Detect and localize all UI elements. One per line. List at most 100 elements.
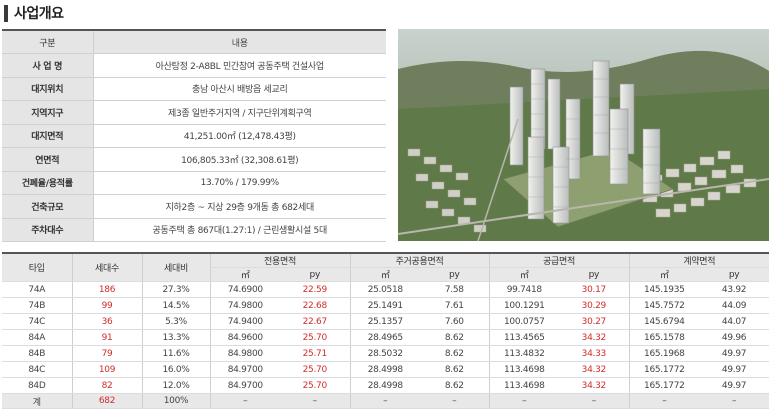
overview-label: 지역지구: [2, 100, 94, 125]
unit-households: 79: [71, 345, 142, 362]
overview-row: 건폐율/용적률 13.70% / 179.99%: [2, 171, 386, 195]
overview-label: 건폐율/용적률: [2, 171, 94, 195]
overview-value: 41,251.00㎡ (12,478.43평): [93, 124, 386, 148]
unit-row: 74A 186 27.3% 74.6900 22.59 25.0518 7.58 99.741…: [2, 281, 770, 298]
unit-households: 82: [71, 377, 142, 394]
common-m2: 28.4998: [349, 361, 421, 378]
subheader-py: py: [699, 267, 770, 282]
exclusive-py: 22.59: [280, 281, 351, 298]
overview-header-value: 내용: [93, 30, 386, 54]
overview-value: 106,805.33㎡ (32,308.61평): [93, 147, 386, 172]
overview-row: 지역지구 제3종 일반주거지역 / 지구단위계획구역: [2, 100, 386, 125]
contract-py: 44.07: [699, 313, 770, 330]
overview-value: 제3종 일반주거지역 / 지구단위계획구역: [93, 100, 386, 125]
section-title: 사업개요: [4, 4, 64, 22]
exclusive-m2: 84.9800: [209, 345, 280, 362]
common-m2: 25.1491: [349, 297, 421, 314]
exclusive-py: 25.70: [280, 329, 351, 346]
overview-value: 13.70% / 179.99%: [93, 171, 386, 195]
total-ratio: 100%: [141, 393, 210, 409]
overview-row: 대지위치 충남 아산시 배방읍 세교리: [2, 77, 386, 101]
apartment-complex-rendering: [398, 29, 769, 241]
common-m2: 25.1357: [349, 313, 421, 330]
contract-m2: 145.1935: [628, 281, 700, 298]
common-py: 7.61: [420, 297, 490, 314]
supply-py: 34.32: [559, 377, 630, 394]
contract-py: 49.97: [699, 377, 770, 394]
page-title: 사업개요: [14, 6, 64, 22]
total-dash: –: [209, 393, 280, 409]
exclusive-m2: 84.9700: [209, 361, 280, 378]
supply-m2: 113.4565: [488, 329, 560, 346]
total-dash: –: [349, 393, 421, 409]
unit-type: 74A: [2, 281, 72, 298]
overview-row: 대지면적 41,251.00㎡ (12,478.43평): [2, 124, 386, 148]
contract-py: 49.97: [699, 345, 770, 362]
subheader-m2: ㎡: [488, 267, 560, 282]
unit-ratio: 27.3%: [141, 281, 210, 298]
overview-header-row: 구분 내용: [2, 30, 386, 54]
title-marker: [4, 4, 8, 22]
subheader-m2: ㎡: [628, 267, 700, 282]
supply-py: 30.27: [559, 313, 630, 330]
common-m2: 28.5032: [349, 345, 421, 362]
unit-total-row: 계 682 100% – – – – – – – –: [2, 393, 770, 409]
common-py: 8.62: [420, 377, 490, 394]
total-dash: –: [559, 393, 630, 409]
exclusive-py: 25.71: [280, 345, 351, 362]
supply-m2: 99.7418: [488, 281, 560, 298]
exclusive-m2: 74.9800: [209, 297, 280, 314]
unit-ratio: 16.0%: [141, 361, 210, 378]
unit-type: 74C: [2, 313, 72, 330]
common-py: 7.58: [420, 281, 490, 298]
total-households: 682: [71, 393, 142, 409]
subheader-py: py: [420, 267, 490, 282]
unit-ratio: 14.5%: [141, 297, 210, 314]
exclusive-py: 25.70: [280, 377, 351, 394]
common-m2: 28.4998: [349, 377, 421, 394]
unit-households: 186: [71, 281, 142, 298]
supply-m2: 100.0757: [488, 313, 560, 330]
supply-py: 34.32: [559, 329, 630, 346]
unit-ratio: 5.3%: [141, 313, 210, 330]
contract-m2: 145.6794: [628, 313, 700, 330]
overview-value: 아산탕정 2-A8BL 민간참여 공동주택 건설사업: [93, 53, 386, 78]
unit-ratio: 12.0%: [141, 377, 210, 394]
subheader-m2: ㎡: [209, 267, 280, 282]
common-py: 7.60: [420, 313, 490, 330]
overview-row: 사 업 명 아산탕정 2-A8BL 민간참여 공동주택 건설사업: [2, 53, 386, 78]
unit-row: 84A 91 13.3% 84.9600 25.70 28.4965 8.62 113.456…: [2, 329, 770, 346]
header-exclusive-area: 전용면적: [209, 253, 351, 268]
total-dash: –: [280, 393, 351, 409]
rendering-illustration: [398, 29, 769, 241]
common-m2: 25.0518: [349, 281, 421, 298]
unit-households: 91: [71, 329, 142, 346]
unit-row: 84C 109 16.0% 84.9700 25.70 28.4998 8.62 113.46…: [2, 361, 770, 378]
unit-row: 74B 99 14.5% 74.9800 22.68 25.1491 7.61 100.129…: [2, 297, 770, 314]
unit-row: 74C 36 5.3% 74.9400 22.67 25.1357 7.60 100.0757…: [2, 313, 770, 330]
contract-m2: 165.1772: [628, 361, 700, 378]
total-dash: –: [420, 393, 490, 409]
supply-py: 30.29: [559, 297, 630, 314]
subheader-py: py: [280, 267, 351, 282]
contract-py: 49.97: [699, 361, 770, 378]
overview-label: 사 업 명: [2, 53, 94, 78]
contract-py: 44.09: [699, 297, 770, 314]
contract-py: 49.96: [699, 329, 770, 346]
unit-header-row: 타입 세대수 세대비 전용면적 주거공용면적 공급면적 계약면적: [2, 253, 770, 282]
common-py: 8.62: [420, 329, 490, 346]
header-ratio: 세대비: [141, 253, 210, 282]
unit-households: 109: [71, 361, 142, 378]
supply-m2: 113.4832: [488, 345, 560, 362]
overview-row: 주차대수 공동주택 총 867대(1.27:1) / 근린생활시설 5대: [2, 218, 386, 242]
contract-m2: 165.1578: [628, 329, 700, 346]
overview-value: 충남 아산시 배방읍 세교리: [93, 77, 386, 101]
unit-type-table: 타입 세대수 세대비 전용면적 주거공용면적 공급면적 계약면적 ㎡ py ㎡ …: [2, 252, 770, 409]
unit-type: 84D: [2, 377, 72, 394]
contract-py: 43.92: [699, 281, 770, 298]
exclusive-py: 22.67: [280, 313, 351, 330]
total-dash: –: [628, 393, 700, 409]
header-common-area: 주거공용면적: [349, 253, 490, 268]
overview-row: 건축규모 지하2층 ~ 지상 29층 9개동 총 682세대: [2, 194, 386, 219]
overview-label: 연면적: [2, 147, 94, 172]
